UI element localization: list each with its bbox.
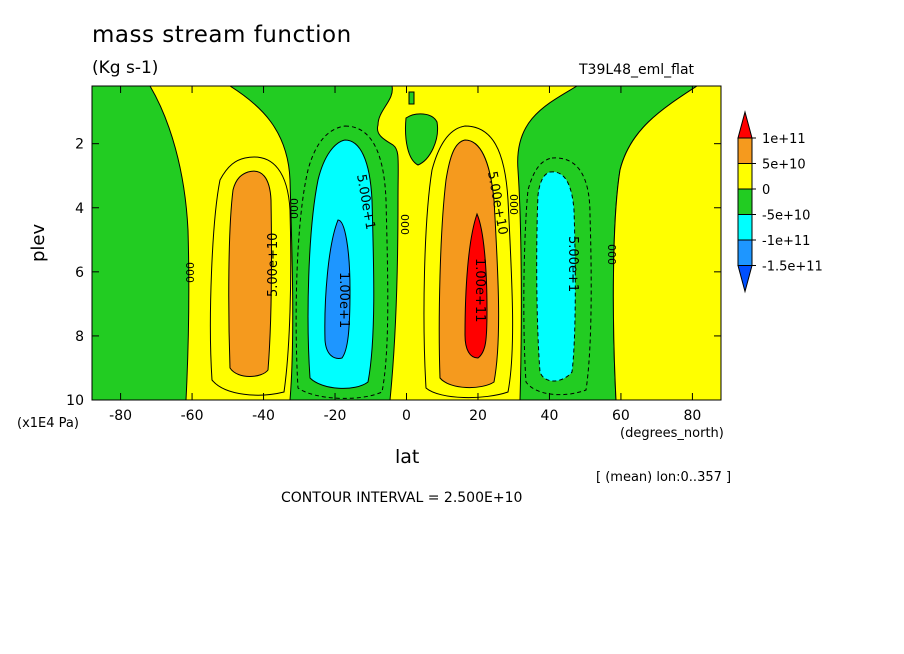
x-tick-label: -60 — [181, 408, 204, 424]
experiment-label: T39L48_eml_flat — [579, 62, 695, 78]
contour-label: 5.00e+1 — [565, 236, 580, 292]
contour-label: 5.00e+10 — [266, 233, 281, 297]
colorbar-segment — [737, 163, 753, 190]
x-tick-label: 40 — [541, 408, 559, 424]
fill-equator-tiny — [408, 91, 415, 105]
colorbar-segment — [737, 239, 753, 266]
colorbar-label: 5e+10 — [762, 158, 806, 173]
contour-line-south-hadley — [295, 125, 389, 399]
contour-label: 000 — [507, 194, 520, 215]
contour-label: 000 — [398, 214, 411, 235]
colorbar-label: -1e+11 — [762, 234, 810, 249]
chart-units: (Kg s-1) — [92, 58, 159, 78]
colorbar-segment — [737, 188, 753, 215]
fill-south-ferrel-orange — [228, 170, 273, 377]
fill-north-ferrel-cyan — [536, 171, 576, 382]
chart-title: mass stream function — [92, 22, 352, 48]
fill-south-hadley-blue — [324, 219, 351, 359]
x-tick-label: -40 — [252, 408, 275, 424]
y-tick-label: 2 — [75, 137, 84, 153]
colorbar-label: 0 — [762, 183, 770, 198]
colorbar: 1e+11 5e+10 0 -5e+10 -1e+11 -1.5e+11 — [737, 110, 823, 294]
y-axis-units: (x1E4 Pa) — [17, 416, 79, 431]
fill-south-green — [92, 86, 190, 400]
fill-north-hadley-red — [464, 212, 488, 359]
x-tick-label: -20 — [324, 408, 347, 424]
y-tick-label: 10 — [66, 393, 84, 409]
fill-equator-green — [405, 113, 439, 166]
colorbar-segment — [737, 137, 753, 164]
y-tick-label: 4 — [75, 201, 84, 217]
contour-label: 000 — [183, 262, 196, 283]
contour-label: 000 — [605, 244, 618, 265]
contour-line-north-hadley — [423, 125, 514, 399]
contour-interval-label: CONTOUR INTERVAL = 2.500E+10 — [281, 490, 523, 506]
contour-line-south-ferrel — [209, 156, 292, 396]
subset-label: [ (mean) lon:0..357 ] — [596, 470, 732, 485]
colorbar-label: -5e+10 — [762, 209, 810, 224]
colorbar-top-arrow — [737, 110, 753, 139]
y-axis-label: plev — [28, 223, 49, 262]
x-axis-label: lat — [395, 446, 420, 468]
contour-fill — [92, 86, 721, 400]
colorbar-label: -1.5e+11 — [762, 260, 823, 275]
contour-line-north-ferrel — [523, 157, 592, 396]
colorbar-label: 1e+11 — [762, 132, 806, 147]
colorbar-bottom-arrow — [737, 265, 753, 294]
x-tick-label: 60 — [612, 408, 630, 424]
contour-label: 000 — [287, 198, 300, 219]
x-tick-label: -80 — [109, 408, 132, 424]
x-axis: -80 -60 -40 -20 0 20 40 60 80 — [109, 86, 701, 424]
x-tick-label: 0 — [402, 408, 411, 424]
x-tick-label: 20 — [469, 408, 487, 424]
colorbar-segment — [737, 214, 753, 241]
fill-north-polar-yellow — [612, 86, 721, 400]
y-axis: 2 4 6 8 10 — [66, 137, 721, 409]
x-tick-label: 80 — [683, 408, 701, 424]
y-tick-label: 6 — [75, 265, 84, 281]
contour-label: 1.00e+1 — [336, 272, 351, 328]
contour-label: 1.00e+11 — [472, 258, 487, 322]
y-tick-label: 8 — [75, 329, 84, 345]
x-axis-units: (degrees_north) — [620, 426, 724, 441]
